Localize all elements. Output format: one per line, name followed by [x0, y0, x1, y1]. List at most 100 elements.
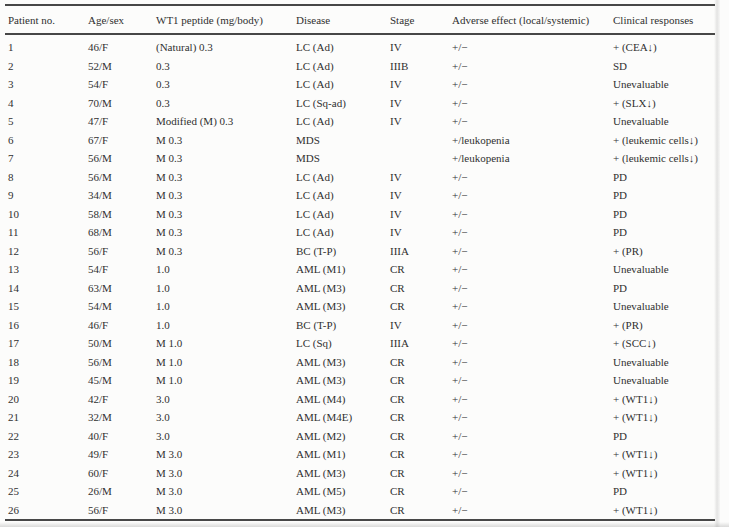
table-cell: +/− — [449, 297, 610, 316]
table-row: 547/FModified (M) 0.3LC (Ad)IV+/−Unevalu… — [5, 112, 715, 131]
table-cell: PD — [610, 427, 715, 446]
table-cell: PD — [610, 482, 715, 501]
table-cell: 1.0 — [153, 316, 293, 335]
table-cell: + (PR) — [610, 316, 715, 335]
table-row: 1554/M1.0AML (M3)CR+/−Unevaluable — [5, 297, 715, 316]
table-cell: 25 — [5, 482, 85, 501]
table-row: 2349/FM 3.0AML (M1)CR+/−+ (WT1↓) — [5, 445, 715, 464]
column-header-adverse-effect-local-systemic: Adverse effect (local/systemic) — [449, 5, 610, 34]
table-cell: AML (M4E) — [293, 408, 387, 427]
table-cell: LC (Ad) — [293, 57, 387, 76]
wt1-peptide-trial-patient-table: Patient no.Age/sexWT1 peptide (mg/body)D… — [5, 4, 715, 521]
table-cell: +/− — [449, 34, 610, 57]
table-row: 1856/MM 1.0AML (M3)CR+/−Unevaluable — [5, 353, 715, 372]
table-row: 2042/F3.0AML (M4)CR+/−+ (WT1↓) — [5, 390, 715, 409]
table-cell: M 0.3 — [153, 168, 293, 187]
table-cell: +/− — [449, 57, 610, 76]
table-cell: +/− — [449, 390, 610, 409]
table-cell: BC (T-P) — [293, 242, 387, 261]
table-cell: M 1.0 — [153, 371, 293, 390]
table-cell: +/− — [449, 408, 610, 427]
table-cell: 0.3 — [153, 94, 293, 113]
table-cell: IV — [387, 186, 449, 205]
table-cell: LC (Sq) — [293, 334, 387, 353]
table-cell: AML (M3) — [293, 297, 387, 316]
table-cell: + (WT1↓) — [610, 501, 715, 521]
table-cell: +/− — [449, 75, 610, 94]
table-cell: 54/F — [85, 75, 153, 94]
table-cell: + (SLX↓) — [610, 94, 715, 113]
table-cell: +/− — [449, 427, 610, 446]
table-cell: CR — [387, 260, 449, 279]
table-row: 146/F(Natural) 0.3LC (Ad)IV+/−+ (CEA↓) — [5, 34, 715, 57]
table-cell: LC (Ad) — [293, 112, 387, 131]
table-cell: 45/M — [85, 371, 153, 390]
table-cell: IV — [387, 112, 449, 131]
table-cell: + (leukemic cells↓) — [610, 149, 715, 168]
table-cell: 19 — [5, 371, 85, 390]
table-cell: IV — [387, 168, 449, 187]
table-cell: +/− — [449, 316, 610, 335]
table-cell: CR — [387, 408, 449, 427]
table-cell: 49/F — [85, 445, 153, 464]
table-cell: +/− — [449, 260, 610, 279]
table-cell: Unevaluable — [610, 260, 715, 279]
table-cell: CR — [387, 353, 449, 372]
table-cell: Unevaluable — [610, 371, 715, 390]
table-cell: 70/M — [85, 94, 153, 113]
table-cell: AML (M1) — [293, 260, 387, 279]
table-header-row: Patient no.Age/sexWT1 peptide (mg/body)D… — [5, 5, 715, 34]
table-cell: +/− — [449, 464, 610, 483]
table-cell: 63/M — [85, 279, 153, 298]
table-cell: 14 — [5, 279, 85, 298]
table-row: 1463/M1.0AML (M3)CR+/−PD — [5, 279, 715, 298]
table-cell: IV — [387, 75, 449, 94]
table-cell: AML (M5) — [293, 482, 387, 501]
table-cell: +/− — [449, 353, 610, 372]
table-cell: IV — [387, 94, 449, 113]
table-row: 2526/MM 3.0AML (M5)CR+/−PD — [5, 482, 715, 501]
table-cell: 17 — [5, 334, 85, 353]
table-cell: 10 — [5, 205, 85, 224]
table-cell: + (WT1↓) — [610, 445, 715, 464]
paper-table-page: Patient no.Age/sexWT1 peptide (mg/body)D… — [0, 0, 729, 527]
table-row: 1058/MM 0.3LC (Ad)IV+/−PD — [5, 205, 715, 224]
table-cell: +/− — [449, 94, 610, 113]
table-cell: 23 — [5, 445, 85, 464]
table-cell: LC (Ad) — [293, 34, 387, 57]
table-cell: 7 — [5, 149, 85, 168]
table-cell: 47/F — [85, 112, 153, 131]
table-cell: Modified (M) 0.3 — [153, 112, 293, 131]
table-cell: LC (Ad) — [293, 205, 387, 224]
table-cell: + (CEA↓) — [610, 34, 715, 57]
table-cell: +/− — [449, 168, 610, 187]
table-cell: IV — [387, 316, 449, 335]
table-row: 1945/MM 1.0AML (M3)CR+/−Unevaluable — [5, 371, 715, 390]
table-cell: + (WT1↓) — [610, 408, 715, 427]
table-cell: 2 — [5, 57, 85, 76]
table-cell: + (leukemic cells↓) — [610, 131, 715, 150]
table-cell: 0.3 — [153, 57, 293, 76]
table-cell: M 0.3 — [153, 186, 293, 205]
table-cell: Unevaluable — [610, 75, 715, 94]
table-cell: MDS — [293, 149, 387, 168]
table-cell: 3 — [5, 75, 85, 94]
table-cell: +/− — [449, 482, 610, 501]
table-row: 934/MM 0.3LC (Ad)IV+/−PD — [5, 186, 715, 205]
table-cell: 18 — [5, 353, 85, 372]
table-cell: 26/M — [85, 482, 153, 501]
table-cell: AML (M2) — [293, 427, 387, 446]
table-cell: M 1.0 — [153, 353, 293, 372]
column-header-stage: Stage — [387, 5, 449, 34]
table-cell: Unevaluable — [610, 353, 715, 372]
table-row: 756/MM 0.3MDS+/leukopenia+ (leukemic cel… — [5, 149, 715, 168]
column-header-wt1-peptide-mg-body: WT1 peptide (mg/body) — [153, 5, 293, 34]
table-cell: PD — [610, 186, 715, 205]
table-cell: 46/F — [85, 34, 153, 57]
table-cell: +/− — [449, 223, 610, 242]
table-cell: AML (M3) — [293, 464, 387, 483]
table-cell: 12 — [5, 242, 85, 261]
table-cell: LC (Ad) — [293, 75, 387, 94]
table-cell: 24 — [5, 464, 85, 483]
table-row: 2656/FM 3.0AML (M3)CR+/−+ (WT1↓) — [5, 501, 715, 521]
